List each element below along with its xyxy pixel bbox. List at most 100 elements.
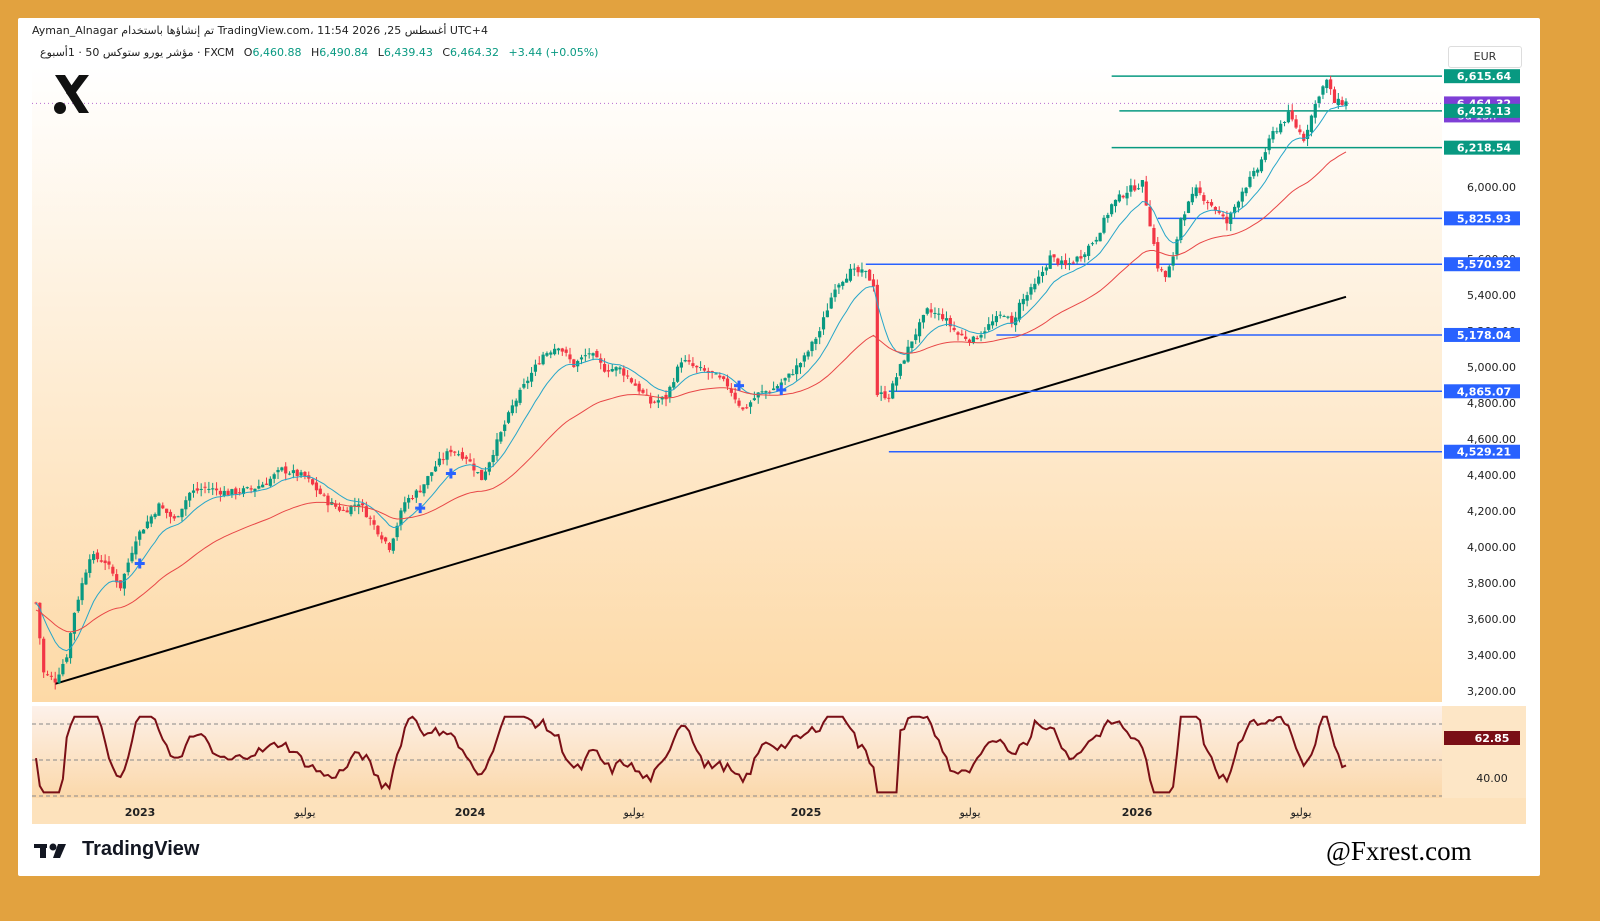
y-tick-label: 4,200.00: [1467, 505, 1516, 518]
candle-body: [741, 407, 745, 410]
candle-body: [326, 495, 330, 506]
candle-body: [268, 478, 272, 486]
candle-body: [487, 462, 491, 472]
candle-body: [1309, 115, 1314, 132]
candle-body: [733, 392, 737, 400]
candle-body: [1140, 180, 1144, 187]
price-tag-label: 6,615.64: [1457, 70, 1512, 83]
candle-body: [1279, 123, 1283, 133]
candle-body: [161, 505, 165, 509]
candle-body: [1136, 188, 1141, 190]
candle-body: [1244, 187, 1248, 194]
candle-body: [53, 678, 57, 683]
ohlc-line: مؤشر يورو ستوكس 50 · 1أسبوع · FXCM O 6,46…: [40, 46, 598, 59]
close-value: 6,464.32: [450, 46, 499, 59]
candle-body: [1171, 256, 1175, 266]
candle-body: [1290, 110, 1294, 120]
candle-body: [176, 516, 180, 518]
candle-body: [1060, 260, 1064, 264]
candle-body: [537, 363, 541, 365]
candle-body: [641, 389, 645, 393]
candle-body: [529, 372, 534, 382]
candle-body: [1275, 131, 1279, 133]
candle-body: [126, 562, 130, 573]
y-tick-label: 4,000.00: [1467, 541, 1516, 554]
candle-body: [921, 314, 926, 323]
candle-body: [626, 375, 630, 377]
ema-slow-line: [35, 151, 1347, 633]
candle-body: [195, 488, 199, 491]
candle-body: [1340, 100, 1344, 105]
tradingview-logo[interactable]: TradingView: [34, 838, 199, 861]
candle-body: [1037, 276, 1041, 284]
candle-body: [318, 488, 322, 494]
candle-body: [180, 508, 184, 518]
open-label: O: [243, 46, 253, 59]
candle-body: [1067, 263, 1072, 265]
candle-body: [395, 525, 399, 538]
candle-body: [994, 316, 999, 323]
x-tick-label: 2025: [791, 806, 822, 819]
candle-body: [1121, 195, 1125, 198]
candle-body: [314, 482, 319, 491]
candle-body: [241, 488, 246, 495]
candle-body: [864, 270, 868, 272]
candle-body: [445, 451, 449, 460]
candle-body: [422, 484, 426, 494]
candle-body: [218, 490, 222, 495]
candle-body: [587, 353, 591, 355]
candle-body: [1048, 255, 1052, 269]
price-tag-label: 4,529.21: [1457, 446, 1511, 459]
candle-body: [779, 382, 783, 386]
currency-button[interactable]: EUR: [1448, 46, 1522, 68]
symbol-name[interactable]: مؤشر يورو ستوكس 50 · 1أسبوع · FXCM: [40, 46, 235, 59]
candle-body: [84, 572, 88, 585]
high-value: 6,490.84: [319, 46, 369, 59]
candle-body: [1302, 133, 1306, 141]
candle-body: [944, 318, 949, 321]
rsi-line: [35, 715, 1347, 794]
candle-body: [503, 424, 507, 431]
rsi-axis-bg: [1442, 706, 1526, 798]
candle-body: [480, 469, 484, 481]
candle-body: [483, 471, 488, 480]
candle-body: [514, 400, 518, 407]
high-label: H: [310, 46, 320, 59]
candle-body: [844, 278, 849, 283]
candle-body: [322, 494, 326, 496]
candle-body: [722, 376, 726, 380]
candle-body: [917, 322, 922, 337]
y-tick-label: 3,400.00: [1467, 649, 1516, 662]
candle-body: [714, 373, 718, 375]
candle-body: [1175, 239, 1179, 255]
candle-body: [264, 483, 269, 485]
candle-body: [602, 363, 607, 372]
candle-body: [591, 353, 595, 356]
candle-body: [798, 363, 803, 368]
candle-body: [848, 268, 853, 281]
candle-body: [472, 463, 476, 471]
candle-body: [222, 490, 226, 496]
candle-body: [1056, 258, 1060, 265]
candle-body: [1267, 138, 1271, 151]
candle-body: [1194, 187, 1198, 197]
candle-body: [1271, 131, 1275, 140]
candle-body: [299, 472, 303, 476]
candle-body: [1221, 214, 1225, 217]
candle-body: [1098, 232, 1102, 242]
candle-body: [38, 602, 42, 639]
candle-body: [1229, 212, 1233, 224]
y-tick-label: 6,000.00: [1467, 181, 1516, 194]
candle-body: [1179, 218, 1183, 240]
candle-body: [1006, 316, 1010, 318]
candle-body: [806, 351, 810, 357]
candle-body: [1317, 96, 1321, 104]
candle-body: [1263, 152, 1267, 160]
candle-body: [610, 369, 614, 372]
candle-body: [875, 284, 879, 396]
candle-body: [1236, 201, 1241, 208]
candle-body: [967, 339, 972, 343]
candle-body: [310, 479, 315, 485]
candle-body: [341, 509, 345, 511]
